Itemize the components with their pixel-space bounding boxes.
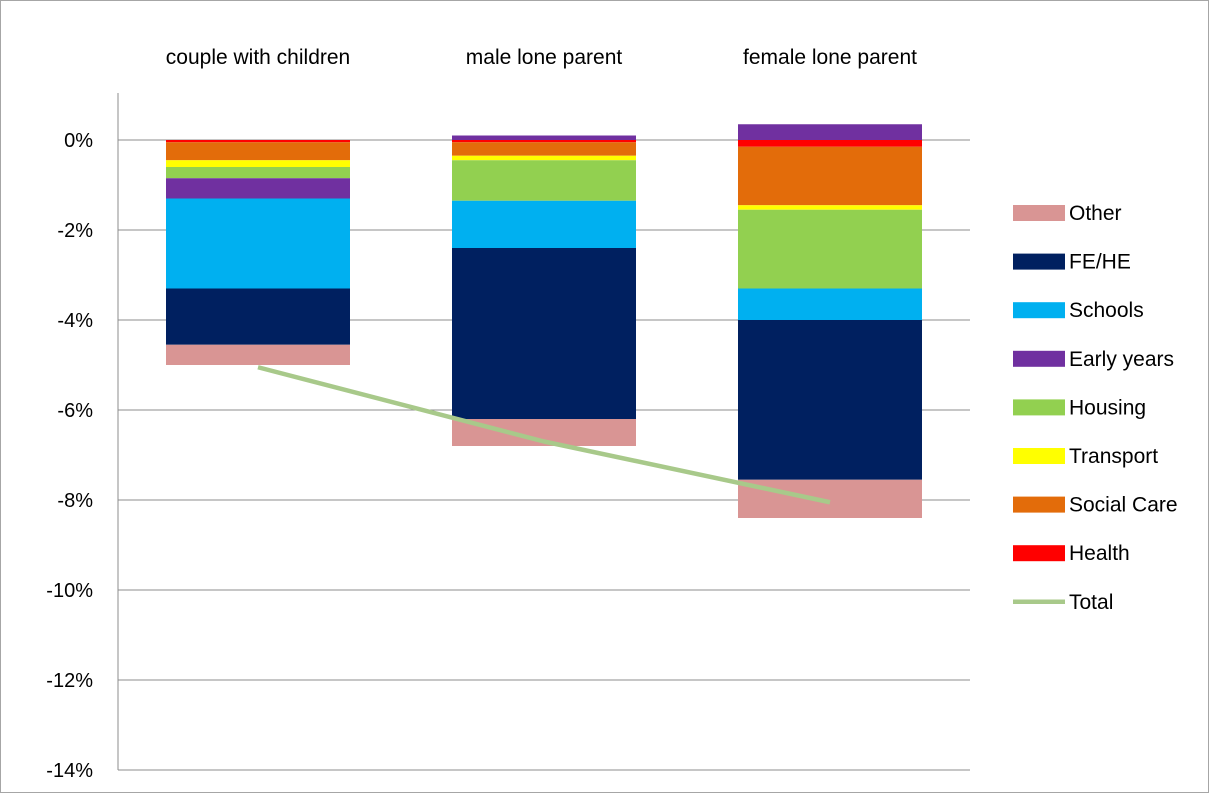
legend-label-health: Health	[1069, 542, 1130, 565]
legend-swatch-social-care	[1013, 496, 1065, 513]
bar-segment-schools-female-lone-parent	[738, 288, 922, 320]
legend-label-transport: Transport	[1069, 445, 1158, 468]
y-tick-label: -8%	[57, 490, 93, 512]
bar-segment-fe-he-couple-with-children	[166, 288, 350, 345]
bar-segment-early-years-female-lone-parent	[738, 124, 922, 140]
bar-segment-social-care-male-lone-parent	[452, 142, 636, 156]
bar-segment-early-years-male-lone-parent	[452, 135, 636, 140]
y-tick-label: -14%	[46, 760, 93, 782]
legend-swatch-fe-he	[1013, 253, 1065, 270]
bar-segment-housing-couple-with-children	[166, 167, 350, 179]
category-label-male-lone-parent: male lone parent	[466, 46, 623, 69]
y-tick-label: -12%	[46, 670, 93, 692]
y-tick-label: 0%	[64, 130, 93, 152]
total-line	[257, 365, 831, 505]
bar-segment-housing-male-lone-parent	[452, 160, 636, 201]
y-tick-label: -6%	[57, 400, 93, 422]
legend-label-schools: Schools	[1069, 299, 1144, 322]
bar-segment-housing-female-lone-parent	[738, 209, 922, 289]
bar-segment-transport-female-lone-parent	[738, 205, 922, 210]
bar-segment-health-couple-with-children	[166, 140, 350, 143]
bar-segment-other-couple-with-children	[166, 344, 350, 365]
legend-swatch-housing	[1013, 399, 1065, 416]
legend-swatch-other	[1013, 205, 1065, 221]
legend: Other FE/HE Schools Early years Housing Trans…	[1013, 202, 1178, 614]
legend-swatch-early-years	[1013, 350, 1065, 367]
category-label-female-lone-parent: female lone parent	[743, 46, 917, 69]
bars	[166, 124, 922, 518]
bar-segment-transport-male-lone-parent	[452, 155, 636, 161]
y-axis: 0% -2% -4% -6% -8% -10% -12% -14%	[46, 93, 119, 782]
bar-segment-schools-couple-with-children	[166, 198, 350, 289]
bar-segment-other-female-lone-parent	[738, 479, 922, 518]
bar-segment-transport-couple-with-children	[166, 160, 350, 167]
legend-swatch-health	[1013, 545, 1065, 562]
bar-segment-social-care-couple-with-children	[166, 142, 350, 161]
legend-label-fe-he: FE/HE	[1069, 251, 1131, 274]
bar-segment-social-care-female-lone-parent	[738, 146, 922, 206]
legend-label-total: Total	[1069, 591, 1113, 614]
category-labels: couple with children male lone parent fema…	[166, 46, 917, 69]
legend-swatch-schools	[1013, 302, 1065, 319]
bar-segment-health-female-lone-parent	[738, 140, 922, 147]
legend-label-other: Other	[1069, 202, 1122, 225]
legend-label-early-years: Early years	[1069, 348, 1174, 371]
category-label-couple-with-children: couple with children	[166, 46, 350, 69]
bar-segment-fe-he-male-lone-parent	[452, 248, 636, 419]
bar-segment-health-male-lone-parent	[452, 140, 636, 143]
legend-swatch-transport	[1013, 448, 1065, 464]
bar-segment-fe-he-female-lone-parent	[738, 320, 922, 480]
y-tick-label: -4%	[57, 310, 93, 332]
bar-segment-schools-male-lone-parent	[452, 200, 636, 248]
total-series-line	[257, 365, 831, 505]
y-tick-label: -10%	[46, 580, 93, 602]
bar-segment-early-years-couple-with-children	[166, 178, 350, 199]
y-tick-label: -2%	[57, 220, 93, 242]
legend-label-social-care: Social Care	[1069, 494, 1178, 517]
legend-label-housing: Housing	[1069, 396, 1146, 419]
